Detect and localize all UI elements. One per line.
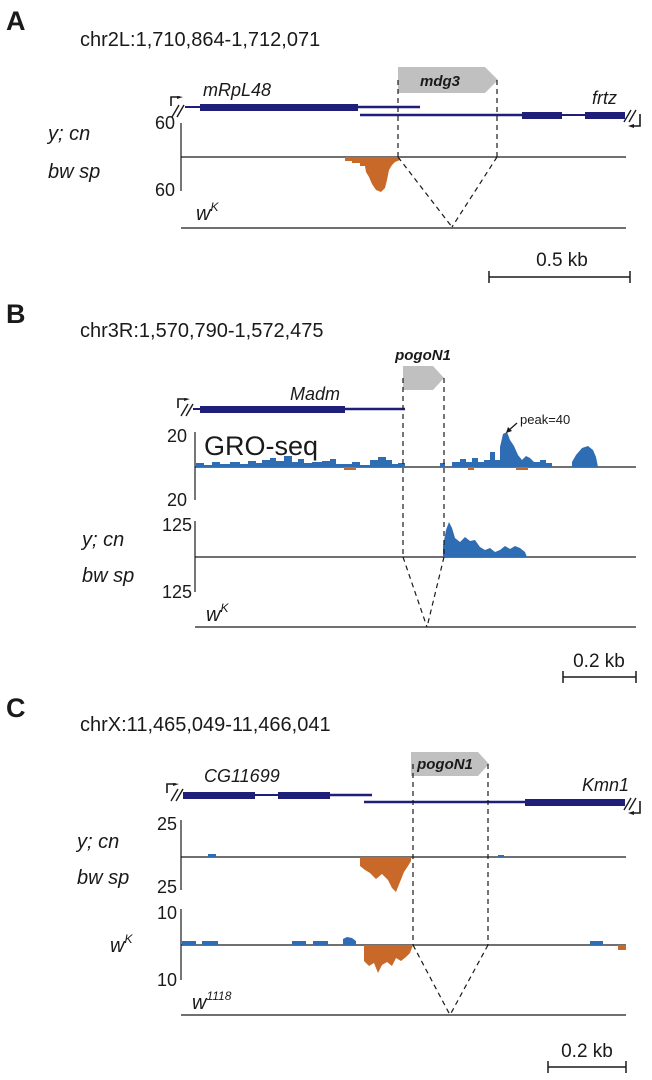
deletion-line bbox=[402, 556, 428, 628]
gene-exon bbox=[183, 792, 255, 799]
scale-bar-label: 0.2 kb bbox=[573, 651, 625, 672]
gene-label: mRpL48 bbox=[203, 80, 271, 100]
break-mark-icon bbox=[628, 109, 637, 123]
panel-letter: C bbox=[6, 693, 26, 723]
tss-arrowhead-icon bbox=[173, 783, 179, 786]
plus-strand-signal bbox=[443, 522, 527, 557]
gene-exon bbox=[278, 792, 330, 799]
gene-exon bbox=[525, 799, 625, 806]
gene-exon bbox=[200, 406, 345, 413]
scale-bar: 0.2 kb bbox=[547, 1041, 627, 1073]
break-mark-icon bbox=[623, 109, 632, 123]
plus-strand-signal bbox=[572, 446, 598, 467]
break-mark-icon bbox=[185, 403, 194, 417]
track-label: bw sp bbox=[77, 867, 129, 889]
coverage-track: wK 10 10 bbox=[110, 903, 626, 990]
deletion-line bbox=[397, 156, 453, 228]
coverage-track: y; cn bw sp 125 125 bbox=[80, 515, 636, 602]
track-label: bw sp bbox=[48, 161, 100, 183]
scale-min-label: 20 bbox=[167, 490, 187, 510]
tss-arrow-icon bbox=[631, 801, 641, 814]
te-label: pogoN1 bbox=[394, 347, 451, 364]
break-mark-icon bbox=[175, 788, 184, 802]
scale-max-label: 20 bbox=[167, 426, 187, 446]
gene-exon bbox=[522, 112, 562, 119]
track-label: y; cn bbox=[80, 529, 124, 551]
break-mark-icon bbox=[176, 104, 185, 118]
te-label: mdg3 bbox=[420, 73, 461, 90]
genomic-coordinates: chrX:11,465,049-11,466,041 bbox=[80, 714, 331, 736]
track-label: y; cn bbox=[46, 123, 90, 145]
te-element bbox=[398, 67, 498, 93]
panel-c: C chrX:11,465,049-11,466,041 pogoN1 CG11… bbox=[6, 693, 641, 1073]
scale-max-label: 10 bbox=[157, 903, 177, 923]
plus-strand-signal bbox=[182, 937, 603, 945]
plus-strand-signal bbox=[196, 456, 405, 467]
te-element bbox=[411, 752, 489, 776]
strain-label: w1118 bbox=[192, 989, 232, 1014]
scale-max-label: 60 bbox=[155, 113, 175, 133]
te-label: pogoN1 bbox=[416, 756, 473, 773]
gene-label: Madm bbox=[290, 384, 340, 404]
panel-b: B chr3R:1,570,790-1,572,475 pogoN1 Madm … bbox=[6, 299, 637, 683]
strain-label: wK bbox=[206, 601, 229, 626]
scale-max-label: 25 bbox=[157, 814, 177, 834]
genomic-coordinates: chr2L:1,710,864-1,712,071 bbox=[80, 29, 320, 51]
break-mark-icon bbox=[180, 403, 189, 417]
deletion-line bbox=[449, 944, 489, 1016]
panel-letter: A bbox=[6, 6, 26, 36]
tss-arrowhead-icon bbox=[184, 398, 190, 401]
gene-label: Kmn1 bbox=[582, 775, 629, 795]
panel-letter: B bbox=[6, 299, 26, 329]
scale-min-label: 10 bbox=[157, 970, 177, 990]
break-mark-icon bbox=[170, 788, 179, 802]
tss-arrowhead-icon bbox=[177, 96, 183, 99]
scale-min-label: 125 bbox=[162, 582, 192, 602]
scale-min-label: 60 bbox=[155, 180, 175, 200]
te-element bbox=[403, 366, 444, 390]
track-label: bw sp bbox=[82, 565, 134, 587]
scale-bar-label: 0.2 kb bbox=[561, 1041, 613, 1062]
gene-label: frtz bbox=[592, 88, 617, 108]
scale-max-label: 125 bbox=[162, 515, 192, 535]
deletion-line bbox=[451, 156, 498, 228]
tss-arrowhead-icon bbox=[628, 811, 634, 815]
gro-seq-track: GRO-seq 20 20 peak=40 bbox=[167, 412, 636, 510]
gene-track: mRpL48 frtz bbox=[170, 80, 641, 128]
plus-strand-signal bbox=[452, 432, 552, 467]
scale-min-label: 25 bbox=[157, 877, 177, 897]
gene-label: CG11699 bbox=[204, 766, 280, 786]
gene-exon bbox=[200, 104, 358, 111]
scale-bar: 0.2 kb bbox=[562, 651, 637, 683]
track-label: wK bbox=[110, 932, 133, 957]
scale-bar-label: 0.5 kb bbox=[536, 250, 588, 271]
deletion-line bbox=[412, 944, 451, 1016]
strain-label: wK bbox=[196, 200, 219, 225]
gene-exon bbox=[585, 112, 625, 119]
break-mark-icon bbox=[628, 797, 637, 811]
tss-arrowhead-icon bbox=[628, 124, 634, 128]
coverage-track: y; cn bw sp 60 60 bbox=[46, 113, 626, 200]
deletion-line bbox=[426, 556, 445, 628]
break-mark-icon bbox=[171, 104, 180, 118]
track-label: y; cn bbox=[75, 831, 119, 853]
minus-strand-signal bbox=[364, 945, 626, 973]
gene-track: Madm bbox=[177, 384, 405, 417]
genomic-coordinates: chr3R:1,570,790-1,572,475 bbox=[80, 320, 324, 342]
scale-bar: 0.5 kb bbox=[488, 250, 631, 283]
minus-strand-signal bbox=[360, 857, 411, 892]
peak-arrowhead-icon bbox=[506, 427, 512, 433]
gene-track: CG11699 Kmn1 bbox=[166, 766, 641, 815]
break-mark-icon bbox=[623, 797, 632, 811]
peak-annotation: peak=40 bbox=[520, 412, 570, 427]
track-title: GRO-seq bbox=[204, 431, 318, 461]
panel-a: A chr2L:1,710,864-1,712,071 mdg3 mRpL48 … bbox=[6, 6, 641, 283]
minus-strand-signal bbox=[345, 157, 400, 192]
coverage-track: y; cn bw sp 25 25 bbox=[75, 814, 626, 897]
